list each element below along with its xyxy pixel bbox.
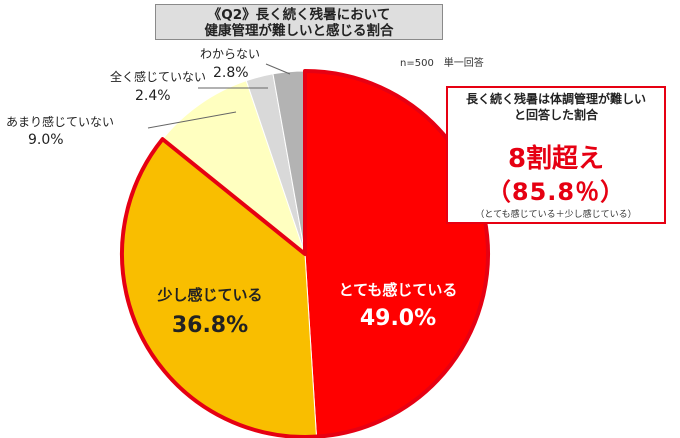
callout-line2: と回答した割合 <box>513 108 598 122</box>
slice-labels: とても感じている 49.0% 少し感じている 36.8% あまり感じていない 9.0% 全く… <box>6 47 457 338</box>
slice-label-wakaranai: わからない <box>200 47 260 61</box>
chart-title-line2: 健康管理が難しいと感じる割合 <box>204 23 394 39</box>
callout-note: （とても感じている＋少し感じている） <box>475 210 637 220</box>
slice-value-sukoshi: 36.8% <box>172 313 248 338</box>
leader-line-amari <box>147 111 237 129</box>
slice-label-mattaku: 全く感じていない <box>110 69 206 84</box>
chart-title-line1: 《Q2》長く続く残暑において <box>207 7 391 23</box>
slice-value-mattaku: 2.4% <box>135 88 171 104</box>
sample-note: n=500 単一回答 <box>400 58 484 69</box>
callout-line1: 長く続く残暑は体調管理が難しい <box>465 92 646 106</box>
slice-label-sukoshi: 少し感じている <box>156 286 262 304</box>
callout-value: （85.8％） <box>486 178 626 206</box>
slice-label-amari: あまり感じていない <box>6 114 114 129</box>
chart-title: 《Q2》長く続く残暑において 健康管理が難しいと感じる割合 <box>155 4 443 40</box>
slice-value-wakaranai: 2.8% <box>213 65 249 81</box>
slice-value-totemo: 49.0% <box>360 306 436 331</box>
slice-amari <box>161 80 307 256</box>
leader-lines <box>147 63 291 129</box>
slice-label-totemo: とても感じている <box>339 281 458 299</box>
highlight-outline <box>119 69 490 438</box>
slice-value-amari: 9.0% <box>28 132 64 148</box>
summary-callout: 長く続く残暑は体調管理が難しい と回答した割合 8割超え （85.8％） （とて… <box>446 86 666 224</box>
leader-line-wakaranai <box>265 63 291 75</box>
callout-headline: 8割超え <box>507 144 605 174</box>
